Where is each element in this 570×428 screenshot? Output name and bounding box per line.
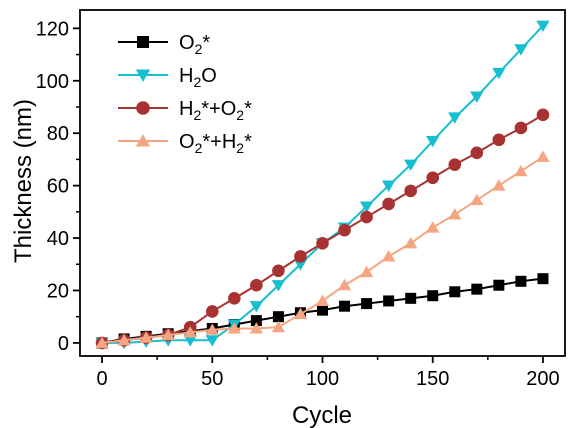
point-s0-15 bbox=[427, 290, 439, 302]
point-s3-12 bbox=[359, 265, 374, 278]
point-s1-20 bbox=[536, 20, 550, 33]
point-s3-17 bbox=[470, 193, 484, 206]
point-s3-3 bbox=[161, 328, 175, 341]
point-s3-6 bbox=[227, 322, 241, 334]
legend-label-1: H2O bbox=[179, 65, 217, 90]
legend-marker-3 bbox=[135, 134, 151, 147]
point-s3-7 bbox=[249, 322, 264, 334]
point-s1-17 bbox=[470, 91, 484, 103]
point-s2-8 bbox=[272, 264, 285, 278]
point-s2-7 bbox=[250, 278, 263, 292]
x-tick-label-0: 0 bbox=[96, 368, 107, 390]
legend-item-0: O2* bbox=[118, 32, 210, 57]
point-s2-16 bbox=[448, 158, 462, 171]
point-s0-10 bbox=[317, 304, 328, 316]
point-s0-16 bbox=[449, 286, 461, 298]
series-3 bbox=[95, 150, 550, 348]
x-tick-label-3: 150 bbox=[416, 368, 449, 390]
legend-marker-2 bbox=[136, 101, 150, 115]
legend-label-0: O2* bbox=[179, 32, 210, 57]
point-s2-19 bbox=[514, 121, 528, 135]
point-s3-13 bbox=[381, 250, 396, 262]
axes-layer: 0 50 100 150 200 0 20 40 60 80 100 120 bbox=[36, 9, 566, 390]
point-s3-14 bbox=[404, 236, 418, 249]
series-layer bbox=[95, 20, 550, 350]
point-s3-2 bbox=[139, 331, 153, 343]
point-s0-7 bbox=[250, 315, 262, 327]
legend-item-1: H2O bbox=[118, 65, 217, 90]
legend-label-2: H2*+O2* bbox=[179, 98, 252, 123]
point-s3-0 bbox=[95, 336, 109, 348]
point-s1-9 bbox=[293, 259, 308, 271]
legend-marker-1 bbox=[135, 69, 151, 82]
point-s1-15 bbox=[426, 136, 440, 148]
point-s3-1 bbox=[117, 333, 131, 346]
point-s2-20 bbox=[536, 108, 550, 122]
legend-item-3: O2*+H2* bbox=[118, 131, 252, 156]
legend-label-3: O2*+H2* bbox=[179, 131, 252, 156]
point-s1-8 bbox=[271, 280, 286, 292]
point-s2-15 bbox=[426, 171, 440, 185]
point-s3-10 bbox=[315, 294, 330, 307]
point-s3-18 bbox=[492, 179, 506, 191]
point-s3-15 bbox=[426, 221, 440, 233]
point-s1-4 bbox=[183, 335, 197, 347]
point-s0-18 bbox=[493, 279, 505, 291]
x-tick-label-2: 100 bbox=[306, 368, 339, 390]
point-s2-14 bbox=[404, 184, 417, 198]
point-s1-12 bbox=[359, 201, 374, 213]
point-s3-20 bbox=[536, 150, 550, 162]
point-s2-6 bbox=[228, 292, 241, 305]
point-s2-11 bbox=[338, 223, 351, 237]
point-s2-5 bbox=[205, 305, 219, 318]
point-s3-16 bbox=[448, 208, 462, 220]
point-s1-5 bbox=[205, 335, 219, 347]
point-s0-17 bbox=[471, 283, 483, 295]
point-s0-12 bbox=[361, 298, 373, 310]
y-axis-title: Thickness (nm) bbox=[10, 99, 37, 263]
point-s1-16 bbox=[448, 112, 462, 124]
y-tick-label-1: 20 bbox=[47, 280, 69, 302]
point-s3-19 bbox=[514, 164, 528, 177]
y-tick-label-2: 40 bbox=[47, 228, 69, 250]
point-s2-17 bbox=[470, 146, 484, 160]
point-s1-19 bbox=[514, 44, 528, 56]
point-s3-4 bbox=[183, 326, 197, 338]
point-s3-9 bbox=[293, 307, 308, 320]
legend: O2* H2O H2*+O2* O2*+H2* bbox=[118, 32, 252, 156]
y-tick-label-3: 60 bbox=[47, 176, 69, 198]
point-s2-10 bbox=[316, 236, 329, 250]
point-s0-20 bbox=[537, 273, 549, 285]
point-s2-9 bbox=[294, 250, 307, 263]
point-s0-19 bbox=[515, 275, 527, 287]
y-tick-label-5: 100 bbox=[36, 71, 69, 93]
point-s1-18 bbox=[492, 67, 506, 80]
x-tick-label-1: 50 bbox=[201, 368, 223, 390]
legend-marker-0 bbox=[137, 36, 149, 48]
y-tick-label-0: 0 bbox=[58, 333, 69, 355]
point-s0-11 bbox=[339, 300, 351, 312]
point-s1-14 bbox=[404, 159, 418, 171]
point-s2-18 bbox=[492, 133, 506, 147]
point-s1-13 bbox=[381, 180, 396, 192]
point-s3-5 bbox=[205, 323, 219, 335]
x-tick-label-4: 200 bbox=[526, 368, 559, 390]
point-s1-7 bbox=[249, 301, 264, 313]
point-s2-12 bbox=[360, 210, 373, 224]
y-tick-label-4: 80 bbox=[47, 123, 69, 145]
legend-item-2: H2*+O2* bbox=[118, 98, 252, 123]
point-s0-13 bbox=[383, 295, 395, 307]
point-s0-8 bbox=[272, 311, 284, 323]
y-tick-label-6: 120 bbox=[36, 18, 69, 40]
x-axis-title: Cycle bbox=[292, 402, 352, 428]
point-s3-8 bbox=[271, 320, 286, 333]
point-s0-14 bbox=[405, 292, 417, 304]
point-s3-11 bbox=[337, 278, 352, 291]
point-s2-13 bbox=[382, 197, 395, 211]
